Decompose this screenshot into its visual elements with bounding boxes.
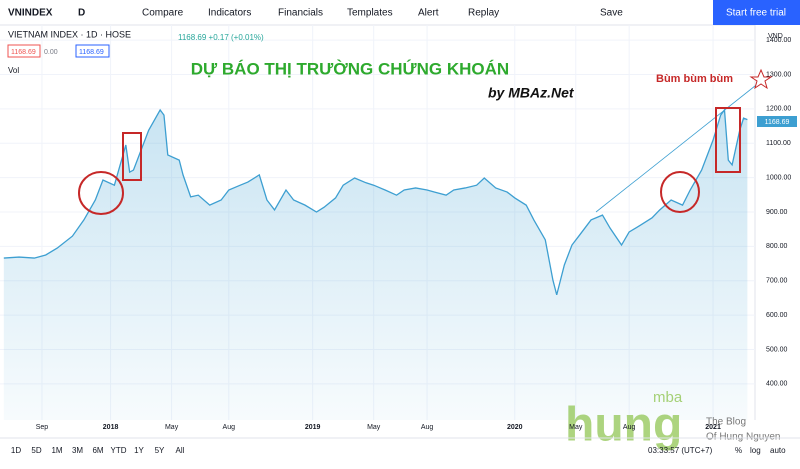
indicators[interactable]: Indicators [208,8,251,19]
bid: 1168.69 [11,49,36,56]
line [3,108,748,296]
plot [0,25,755,421]
y-tick-label: 1100.00 [766,140,791,147]
range-bar: 1D 5D 1M 3M 6M YTD 1Y 5Y All [11,446,185,455]
toolbar [0,0,800,25]
y-tick-label: 1200.00 [766,106,791,113]
legend-quote: 1168.69 +0.17 (+0.01%) [178,33,264,42]
y-tick-label: 1400.00 [766,37,791,44]
replay[interactable]: Replay [468,8,499,19]
watermark-small: mba [653,389,683,406]
x-tick-label: Sep [36,424,49,431]
y-tick-label: 1000.00 [766,174,791,181]
last-price-box [757,116,797,127]
star [749,68,773,90]
x-tick-label: 2018 [103,424,119,431]
trend-line [595,81,761,213]
area [3,109,748,421]
x-tick-label: 2021 [705,424,721,431]
ask-box [75,44,110,58]
log[interactable]: log [750,446,761,455]
save[interactable]: Save [600,8,623,19]
y-tick-label: 600.00 [766,312,788,319]
watermark-line: Of Hung Nguyen [706,432,781,443]
box-marker [122,132,142,181]
x-tick-label: May [165,424,179,431]
y-tick-label: 800.00 [766,243,788,250]
range-button[interactable]: 5D [31,446,41,455]
range-button[interactable]: 1M [51,446,62,455]
boom-label: Bùm bùm bùm [656,73,733,85]
byline: by MBAz.Net [488,85,575,101]
box-marker [715,107,741,173]
range-button[interactable]: YTD [111,446,127,455]
circle-marker [78,171,124,215]
y-tick-label: 400.00 [766,381,788,388]
bid-box [7,44,41,58]
financials[interactable]: Financials [278,8,323,19]
templates[interactable]: Templates [347,8,393,19]
y-tick-label: 500.00 [766,346,788,353]
x-tick-label: Aug [223,424,236,431]
watermark-line: The Blog [706,417,746,428]
y-tick-label: 700.00 [766,278,788,285]
last-price: 1168.69 [765,119,790,126]
symbol[interactable]: VNINDEX [8,8,53,19]
auto[interactable]: auto [770,446,786,455]
range-button[interactable]: All [176,446,185,455]
x-tick-label: May [367,424,381,431]
range-button[interactable]: 5Y [155,446,165,455]
compare[interactable]: Compare [142,8,184,19]
range-button[interactable]: 3M [72,446,83,455]
legend-name: VIETNAM INDEX · 1D · HOSE [8,29,131,39]
x-tick-label: Aug [623,424,636,431]
clock: 03:33:57 (UTC+7) [648,446,713,455]
ask: 1168.69 [79,49,104,56]
circle-marker [660,171,700,213]
x-tick-label: Aug [421,424,434,431]
range-button[interactable]: 1D [11,446,21,455]
volume: Vol [8,66,19,75]
interval[interactable]: D [78,8,85,19]
price-axis [755,25,800,420]
alert[interactable]: Alert [418,8,439,19]
percent[interactable]: % [735,446,742,455]
x-tick-label: 2020 [507,424,523,431]
x-tick-label: 2019 [305,424,321,431]
watermark-big: hung [565,399,682,452]
y-tick-label: 1300.00 [766,71,791,78]
trial-button[interactable] [713,0,800,25]
headline: DỰ BÁO THỊ TRƯỜNG CHỨNG KHOÁN [191,59,509,78]
x-tick-label: May [569,424,583,431]
spread: 0.00 [44,49,58,56]
y-tick-label: 900.00 [766,209,788,216]
axis-unit: VND [768,33,783,40]
range-button[interactable]: 1Y [134,446,144,455]
trial-text[interactable]: Start free trial [726,8,786,19]
range-button[interactable]: 6M [92,446,103,455]
